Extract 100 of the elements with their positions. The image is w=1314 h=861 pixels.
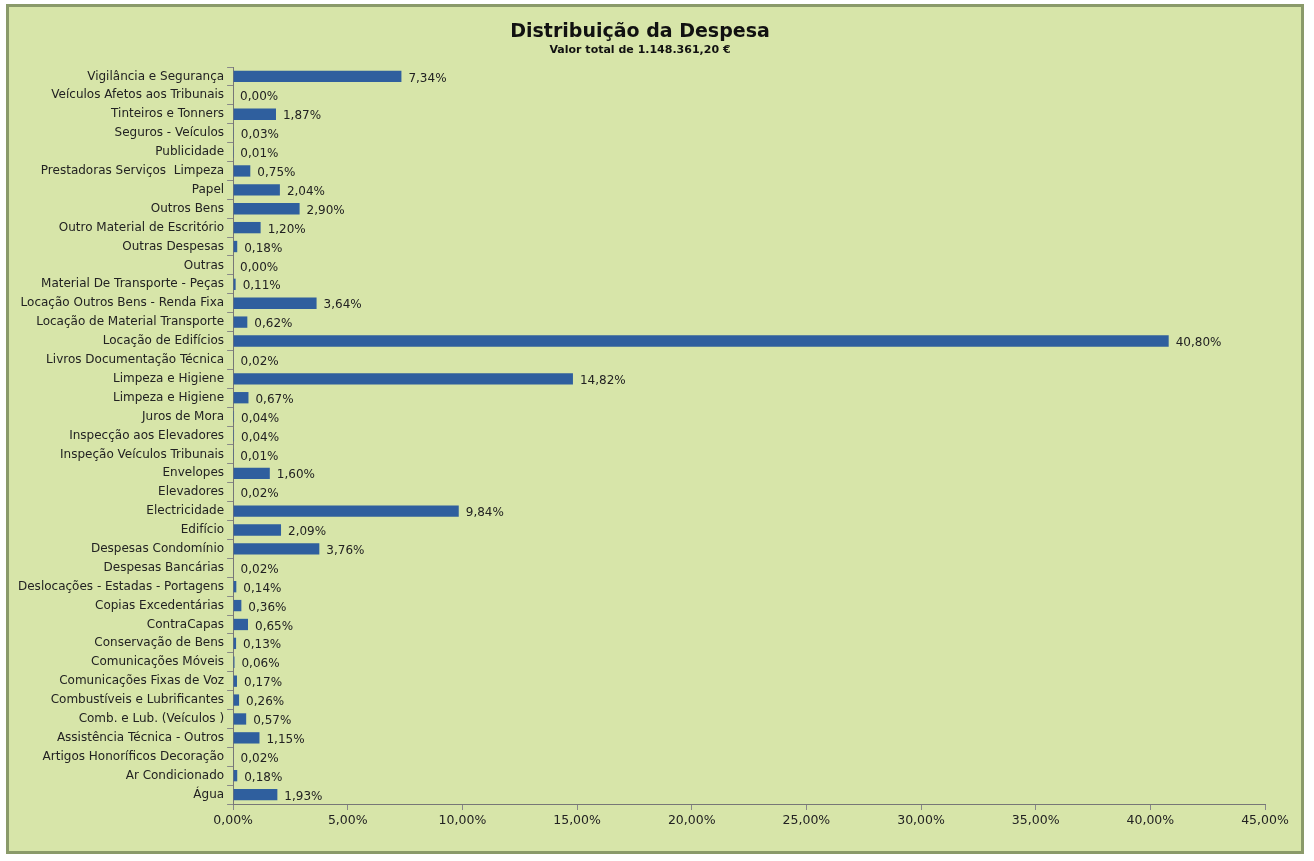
bar [233, 543, 320, 555]
data-label: 40,80% [1175, 335, 1222, 350]
y-tick-label: Água [193, 785, 225, 801]
y-tick-label: Tinteiros e Tonners [110, 106, 225, 121]
y-tick-label: ContraCapas [146, 616, 225, 631]
y-tick-label: Conservação de Bens [94, 635, 225, 650]
data-label: 0,65% [255, 618, 294, 633]
data-label: 0,04% [241, 429, 280, 444]
data-label: 2,90% [306, 202, 345, 217]
data-label: 0,75% [257, 165, 296, 180]
y-tick-label: Inspeção Veículos Tribunais [60, 446, 225, 461]
data-label: 7,34% [408, 70, 447, 85]
bar [233, 694, 240, 706]
data-label: 0,06% [241, 656, 280, 671]
y-tick-label: Envelopes [162, 465, 225, 480]
data-label: 0,67% [255, 391, 294, 406]
bar [233, 278, 236, 290]
y-tick-label: Assistência Técnica - Outros [56, 729, 225, 744]
x-tick-label: 25,00% [782, 811, 831, 827]
data-label: 1,93% [284, 788, 323, 803]
y-tick-label: Locação de Material Transporte [36, 314, 225, 329]
data-label: 3,76% [326, 543, 365, 558]
data-label: 0,00% [240, 259, 279, 274]
data-label: 0,11% [242, 278, 281, 293]
y-tick-label: Comunicações Fixas de Voz [59, 673, 225, 688]
data-label: 0,02% [240, 750, 279, 765]
y-tick-label: Limpeza e Higiene [113, 389, 225, 404]
y-tick-label: Juros de Mora [141, 408, 225, 423]
y-tick-label: Despesas Condomínio [90, 541, 225, 556]
x-tick-label: 40,00% [1126, 811, 1175, 827]
bar [233, 108, 276, 120]
data-label: 0,36% [248, 599, 287, 614]
data-label: 0,14% [243, 580, 282, 595]
bar [233, 165, 251, 177]
x-tick-label: 0,00% [213, 811, 254, 827]
data-label: 0,13% [243, 637, 282, 652]
y-tick-label: Edifício [180, 522, 225, 537]
bar [233, 373, 573, 385]
y-tick-label: Material De Transporte - Peças [41, 276, 225, 291]
y-tick-label: Comb. e Lub. (Veículos ) [78, 711, 225, 726]
data-label: 0,18% [244, 240, 283, 255]
data-label: 0,02% [240, 354, 279, 369]
y-tick-label: Ar Condicionado [125, 767, 225, 782]
y-tick-label: Comunicações Móveis [91, 654, 225, 669]
y-tick-label: Electricidade [146, 503, 225, 518]
y-tick-label: Outras [183, 257, 225, 272]
y-tick-label: Veículos Afetos aos Tribunais [51, 87, 225, 102]
data-label: 1,20% [267, 221, 306, 236]
y-tick-label: Despesas Bancárias [103, 559, 225, 574]
y-tick-label: Deslocações - Estadas - Portagens [18, 578, 225, 593]
data-label: 0,04% [241, 410, 280, 425]
data-label: 1,15% [266, 731, 305, 746]
bar [233, 675, 238, 687]
bar [233, 70, 402, 83]
bar [233, 713, 247, 725]
data-label: 9,84% [465, 505, 504, 520]
bar [233, 184, 280, 196]
x-tick-label: 35,00% [1011, 811, 1060, 827]
bar [233, 221, 261, 234]
y-tick-label: Elevadores [158, 484, 225, 499]
y-tick-label: Outros Bens [150, 200, 225, 215]
y-tick-label: Vigilância e Segurança [87, 68, 225, 83]
data-label: 0,00% [240, 89, 279, 104]
bar [233, 203, 300, 215]
y-tick-label: Copias Excedentárias [95, 597, 225, 612]
chart-subtitle: Valor total de 1.148.361,20 € [549, 43, 731, 57]
data-label: 0,18% [244, 769, 283, 784]
y-tick-label: Publicidade [155, 144, 225, 159]
data-label: 0,57% [253, 713, 292, 728]
data-label: 2,09% [288, 524, 327, 539]
y-tick-label: Limpeza e Higiene [113, 370, 225, 385]
data-label: 1,60% [276, 467, 315, 482]
bar [233, 524, 282, 536]
bar [233, 316, 248, 328]
y-tick-label: Artigos Honoríficos Decoração [42, 748, 225, 763]
bar [233, 618, 249, 631]
y-tick-label: Locação Outros Bens - Renda Fixa [20, 295, 225, 310]
bar [233, 335, 1169, 347]
data-label: 0,62% [254, 316, 293, 331]
y-tick-label: Prestadoras Serviços Limpeza [40, 163, 225, 178]
data-label: 14,82% [579, 372, 626, 387]
data-label: 0,17% [244, 675, 283, 690]
x-tick-label: 20,00% [667, 811, 716, 827]
y-tick-label: Combustíveis e Lubrificantes [50, 692, 225, 707]
data-label: 0,26% [246, 694, 285, 709]
bar [233, 297, 317, 309]
y-tick-label: Outras Despesas [122, 238, 225, 253]
data-label: 0,01% [240, 448, 279, 463]
y-tick-label: Locação de Edifícios [102, 333, 225, 348]
data-label: 1,87% [282, 108, 322, 123]
bar [233, 392, 249, 404]
x-tick-label: 30,00% [897, 811, 945, 827]
data-label: 0,01% [240, 146, 279, 161]
data-label: 2,04% [286, 183, 326, 198]
x-tick-label: 5,00% [327, 811, 368, 827]
data-label: 0,02% [240, 486, 279, 501]
x-tick-label: 15,00% [553, 811, 602, 827]
data-label: 3,64% [323, 297, 362, 312]
y-tick-label: Seguros - Veículos [114, 125, 225, 140]
bar [233, 788, 278, 801]
